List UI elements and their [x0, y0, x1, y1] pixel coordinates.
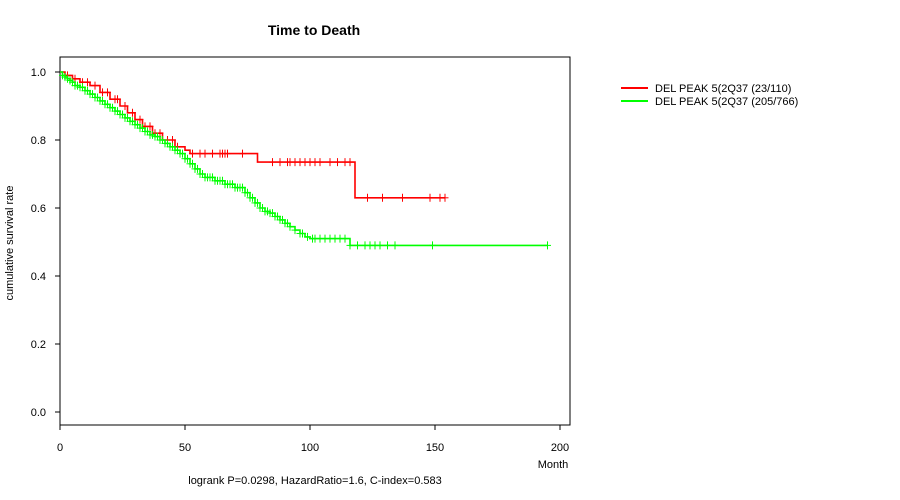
- survival-curve: [60, 71, 445, 199]
- x-tick-label: 200: [551, 442, 569, 454]
- x-tick-label: 50: [179, 442, 191, 454]
- x-tick-label: 100: [301, 442, 319, 454]
- y-tick-label: 0.4: [31, 271, 46, 283]
- series-2: [59, 71, 551, 250]
- legend-label: DEL PEAK 5(2Q37 (205/766): [655, 96, 798, 108]
- series-layer: [59, 71, 551, 250]
- stats-annotation: logrank P=0.0298, HazardRatio=1.6, C-ind…: [188, 475, 441, 487]
- legend: DEL PEAK 5(2Q37 (23/110)DEL PEAK 5(2Q37 …: [621, 83, 798, 108]
- x-axis: 0 50 100 150 200: [57, 425, 569, 454]
- y-tick-label: 0.8: [31, 135, 46, 147]
- x-tick-label: 150: [426, 442, 444, 454]
- y-axis-label: cumulative survival rate: [4, 186, 16, 301]
- y-tick-label: 0.0: [31, 407, 46, 419]
- survival-curve: [60, 71, 548, 247]
- y-tick-label: 0.2: [31, 339, 46, 351]
- y-tick-label: 0.6: [31, 203, 46, 215]
- plot-frame: [59, 56, 571, 426]
- y-tick-label: 1.0: [31, 67, 46, 79]
- chart-title: Time to Death: [268, 22, 360, 38]
- y-axis: 0.0 0.2 0.4 0.6 0.8 1.0: [31, 67, 60, 419]
- series-1: [60, 71, 449, 202]
- legend-label: DEL PEAK 5(2Q37 (23/110): [655, 83, 791, 95]
- x-axis-label: Month: [538, 459, 569, 471]
- x-tick-label: 0: [57, 442, 63, 454]
